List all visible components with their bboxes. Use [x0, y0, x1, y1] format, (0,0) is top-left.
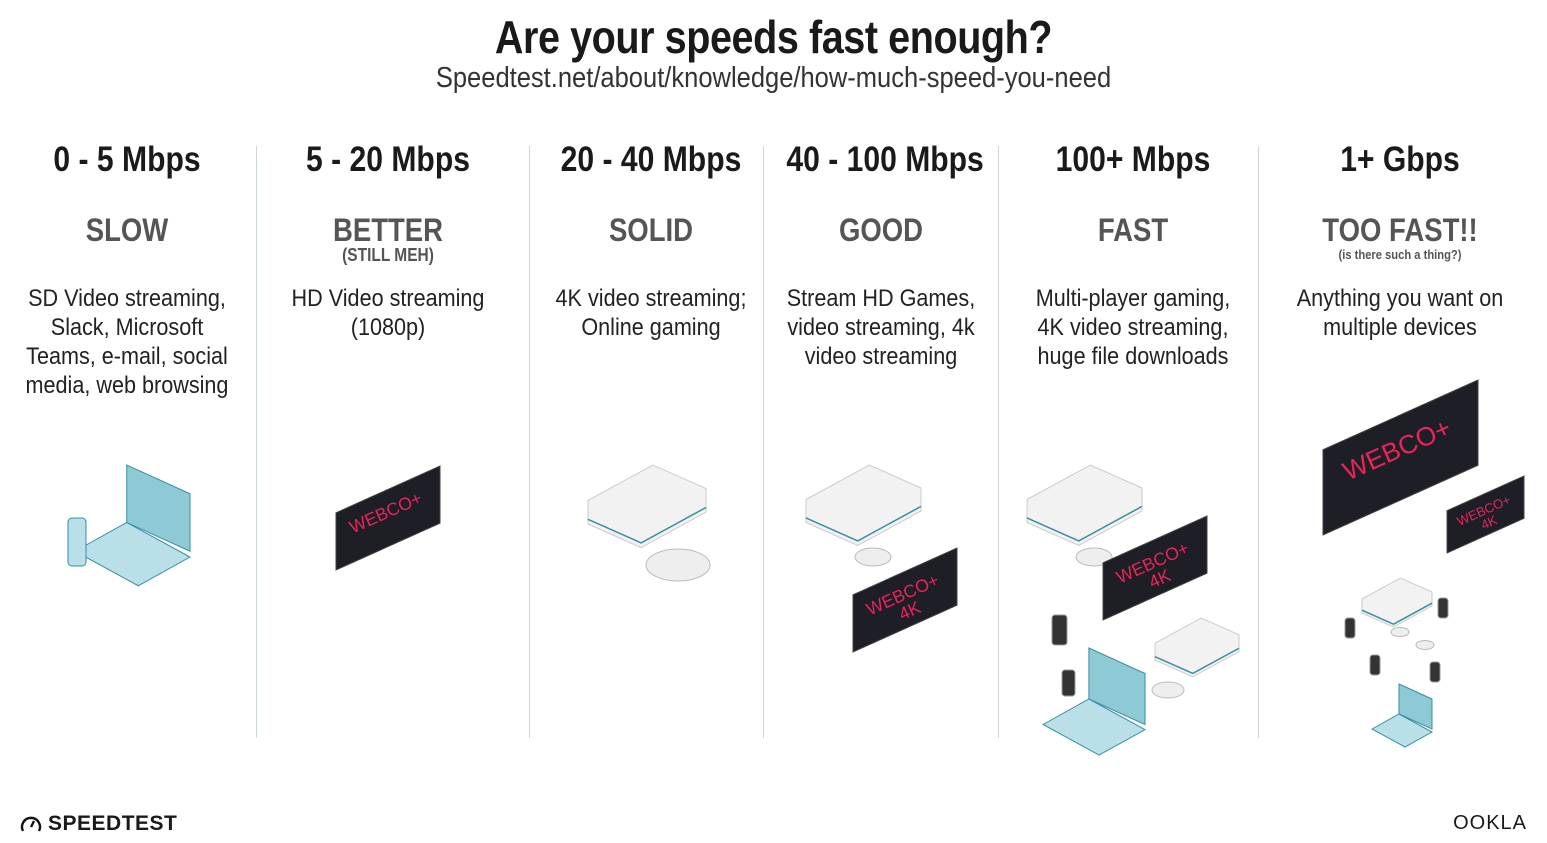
tier-speed: 100+ Mbps: [1055, 140, 1211, 179]
console-icon: [1361, 577, 1433, 628]
tier-column: 40 - 100 Mbps GOOD Stream HD Games, vide…: [771, 140, 991, 371]
tv: WEBCO+: [335, 465, 441, 571]
tier-note: (STILL MEH): [342, 245, 434, 265]
tier-description: Stream HD Games, video streaming, 4k vid…: [786, 285, 976, 370]
tv: WEBCO+4K: [1102, 515, 1208, 621]
tv: WEBCO+4K: [1446, 475, 1525, 554]
page-title: Are your speeds fast enough?: [494, 11, 1053, 63]
tier-label: TOO FAST!!: [1322, 212, 1478, 248]
gamepad-icon: [1151, 681, 1185, 699]
laptop-icon: [73, 464, 192, 587]
tv-resolution: 4K: [1479, 512, 1500, 532]
divider: [256, 146, 257, 738]
tier-description: 4K video streaming; Online gaming: [555, 285, 747, 341]
tier-description: Multi-player gaming, 4K video streaming,…: [1035, 285, 1231, 370]
tv: WEBCO+4K: [852, 547, 958, 653]
phone-icon: [1429, 661, 1441, 683]
gamepad-icon: [1390, 627, 1410, 637]
tier-column: 0 - 5 Mbps SLOW SD Video streaming, Slac…: [12, 140, 242, 400]
tier-speed: 1+ Gbps: [1340, 140, 1460, 179]
console-icon: [1026, 464, 1143, 547]
tier-description: SD Video streaming, Slack, Microsoft Tea…: [25, 285, 229, 399]
tier-column: 100+ Mbps FAST Multi-player gaming, 4K v…: [1013, 140, 1253, 371]
tier-label: FAST: [1097, 212, 1169, 248]
tier-column: 20 - 40 Mbps SOLID 4K video streaming; O…: [541, 140, 761, 342]
phone-icon: [1369, 654, 1381, 676]
tier-description: HD Video streaming (1080p): [291, 285, 485, 341]
tier-speed: 0 - 5 Mbps: [53, 140, 201, 179]
tier-column: 1+ Gbps TOO FAST!! (is there such a thin…: [1280, 140, 1520, 342]
divider: [1258, 146, 1259, 738]
tier-description: Anything you want on multiple devices: [1296, 285, 1504, 341]
gamepad-icon: [1415, 640, 1435, 650]
tier-label: BETTER: [332, 212, 444, 248]
speedtest-logo: SPEEDTEST: [20, 812, 177, 836]
laptop-icon: [1041, 647, 1147, 756]
console-icon: [587, 464, 707, 549]
phone-icon: [1051, 614, 1068, 646]
ookla-logo: OOKLA: [1453, 812, 1527, 834]
gamepad-icon: [854, 547, 892, 567]
speedtest-logo-text: SPEEDTEST: [48, 812, 178, 835]
tier-speed: 40 - 100 Mbps: [786, 140, 984, 179]
source-url: Speedtest.net/about/knowledge/how-much-s…: [435, 62, 1112, 94]
divider: [998, 146, 999, 738]
gamepad-icon: [645, 548, 711, 582]
gauge-icon: [20, 816, 42, 832]
tier-speed: 20 - 40 Mbps: [560, 140, 742, 179]
gamepad-icon: [1075, 547, 1113, 567]
phone-icon: [1061, 669, 1076, 697]
phone-icon: [1344, 617, 1356, 639]
tier-column: 5 - 20 Mbps BETTER (STILL MEH) HD Video …: [268, 140, 508, 342]
tv-movie: WEBCO+: [1322, 379, 1479, 536]
phone-icon: [1437, 597, 1449, 619]
console-icon: [805, 464, 922, 547]
tier-note: (is there such a thing?): [1338, 247, 1462, 262]
tier-label: SLOW: [85, 212, 169, 248]
divider: [529, 146, 530, 738]
tier-label: GOOD: [838, 212, 924, 248]
tier-speed: 5 - 20 Mbps: [306, 140, 470, 179]
phone-icon: [67, 517, 87, 567]
console-icon: [1154, 617, 1240, 678]
tier-label: SOLID: [608, 212, 694, 248]
divider: [763, 146, 764, 738]
laptop-icon: [1370, 683, 1434, 748]
